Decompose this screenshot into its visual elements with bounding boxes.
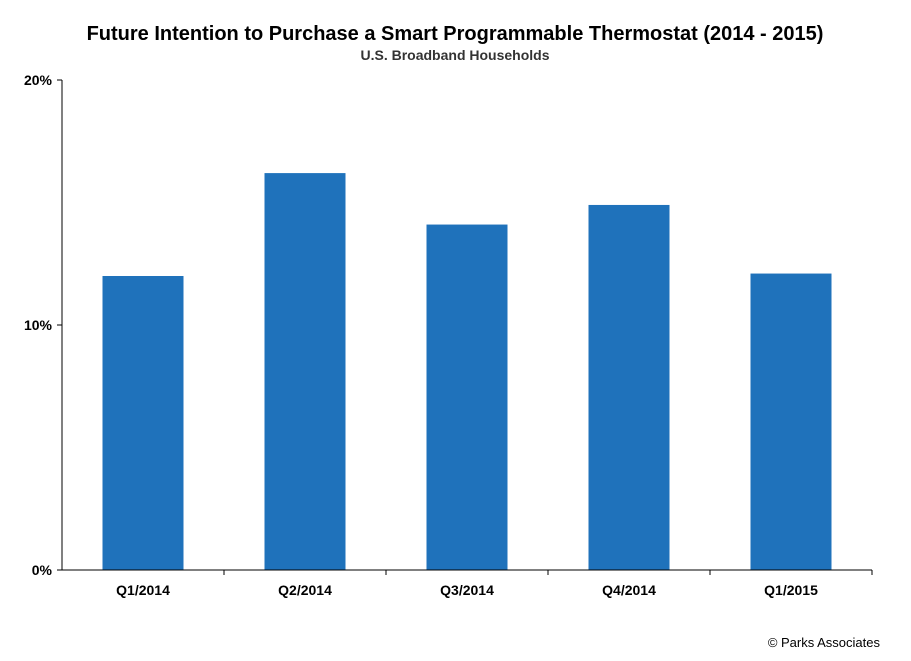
x-tick-label: Q1/2015	[764, 582, 818, 598]
bar-q1-2015	[750, 273, 832, 570]
x-tick-label: Q3/2014	[440, 582, 494, 598]
y-tick-label: 0%	[32, 562, 53, 578]
chart-subtitle: U.S. Broadband Households	[360, 47, 549, 63]
x-tick-label: Q4/2014	[602, 582, 656, 598]
y-tick-label: 10%	[24, 317, 53, 333]
bar-q2-2014	[264, 173, 346, 570]
x-axis: Q1/2014 Q2/2014 Q3/2014 Q4/2014 Q1/2015	[62, 569, 873, 598]
bar-q1-2014	[102, 276, 184, 570]
x-tick-label: Q2/2014	[278, 582, 332, 598]
chart-title: Future Intention to Purchase a Smart Pro…	[87, 23, 824, 45]
bars-group	[102, 173, 832, 571]
x-tick-label: Q1/2014	[116, 582, 170, 598]
y-tick-label: 20%	[24, 72, 53, 88]
credit-text: © Parks Associates	[768, 635, 881, 650]
bar-q3-2014	[426, 224, 508, 571]
y-axis: 0% 10% 20%	[24, 72, 63, 578]
bar-q4-2014	[588, 204, 670, 570]
